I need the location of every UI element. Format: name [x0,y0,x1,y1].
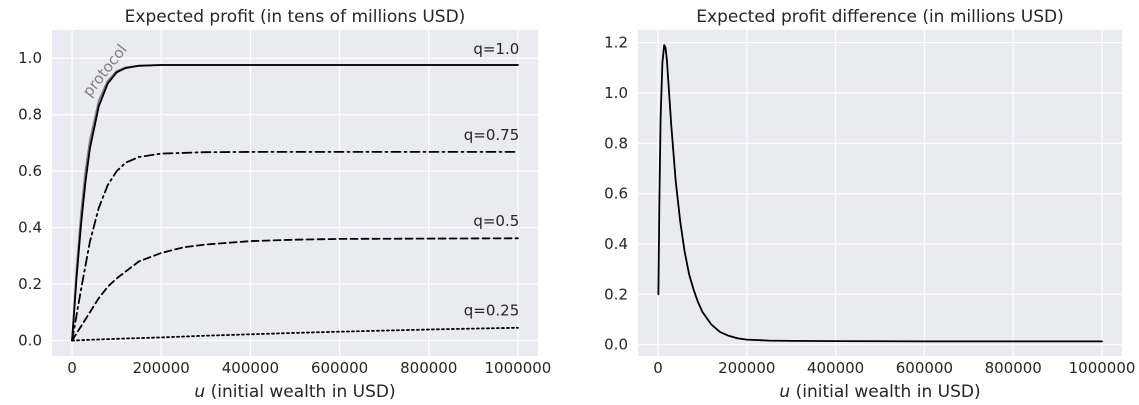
left-y-tick-label: 1.0 [18,49,42,67]
right-x-tick-label: 0 [653,359,663,377]
right-x-tick-label: 1000000 [1069,359,1136,377]
right-chart: 0 200000 400000 600000 800000 1000000 0.0 0.2 0.… [604,7,1135,402]
right-chart-title: Expected profit difference (in millions … [696,7,1063,27]
right-x-tick-label: 800000 [985,359,1042,377]
right-x-tick-label: 600000 [896,359,953,377]
right-plot-background [638,30,1122,356]
left-y-tick-label: 0.6 [18,162,42,180]
left-series-label: q=0.5 [473,212,519,230]
left-plot-area: 0 200000 400000 600000 800000 1000000 0.0 0.2 0.… [18,30,551,377]
left-x-tick-label: 600000 [311,359,368,377]
left-y-tick-label: 0.4 [18,219,42,237]
left-chart-title: Expected profit (in tens of millions USD… [125,7,466,27]
right-x-tick-label: 400000 [807,359,864,377]
left-x-tick-label: 400000 [222,359,279,377]
left-series-line-3 [71,237,519,342]
left-x-tick-label: 800000 [400,359,457,377]
left-y-tick-label: 0.8 [18,106,42,124]
left-x-tick-label: 1000000 [485,359,552,377]
right-y-tick-label: 0.4 [604,235,628,253]
right-y-tick-label: 1.2 [604,34,628,52]
right-y-tick-label: 1.0 [604,84,628,102]
left-series-line-2 [71,151,519,342]
right-y-tick-label: 0.2 [604,285,628,303]
right-x-tick-label: 200000 [718,359,775,377]
left-series-line-4 [71,326,519,342]
left-y-tick-label: 0.0 [18,331,42,349]
right-y-tick-label: 0.8 [604,134,628,152]
left-x-tick-label: 0 [67,359,77,377]
left-series-line-1 [71,64,519,342]
left-chart-x-axis-label: u (initial wealth in USD) [194,382,395,402]
left-plot-background [52,30,538,356]
right-plot-area: 0 200000 400000 600000 800000 1000000 0.0 0.2 0.… [604,30,1135,377]
left-series-label: q=1.0 [473,40,519,58]
left-series-label: q=0.75 [464,126,520,144]
right-y-tick-label: 0.0 [604,336,628,354]
right-series-line-0 [657,44,1103,343]
right-y-tick-label: 0.6 [604,185,628,203]
left-chart: 0 200000 400000 600000 800000 1000000 0.0 0.2 0.… [18,7,551,402]
left-y-tick-label: 0.2 [18,275,42,293]
left-series-label: q=0.25 [464,302,520,320]
right-chart-x-axis-label: u (initial wealth in USD) [779,382,980,402]
left-x-tick-label: 200000 [133,359,190,377]
